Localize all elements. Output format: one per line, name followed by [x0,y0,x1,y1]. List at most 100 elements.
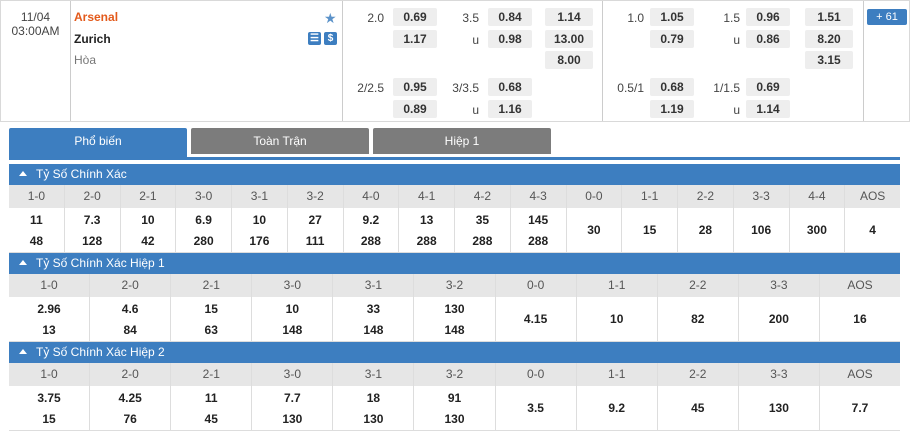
odds-cell[interactable]: 1.14 [545,8,593,26]
draw-odds[interactable]: 130 [768,401,789,415]
odds-cell[interactable]: 0.96 [746,8,790,26]
odds-cell[interactable]: 0.69 [746,78,790,96]
draw-odds[interactable]: 106 [751,223,772,237]
odds-cell[interactable]: 6.9 280 [176,208,231,252]
away-odds[interactable]: 148 [444,323,465,337]
odds-cell[interactable]: 10 [577,297,657,341]
odds-cell[interactable]: 3.5 [496,386,576,430]
odds-cell[interactable]: 9.2 [577,386,657,430]
odds-cell[interactable]: 10 148 [252,297,332,341]
tab-first-half[interactable]: Hiệp 1 [373,128,551,154]
away-odds[interactable]: 288 [416,234,437,248]
odds-cell[interactable]: 11 45 [171,386,251,430]
odds-cell[interactable]: 9.2 288 [344,208,399,252]
odds-cell[interactable]: 28 [678,208,733,252]
away-odds[interactable]: 15 [42,412,56,426]
odds-cell[interactable]: 7.3 128 [65,208,120,252]
home-odds[interactable]: 2.96 [37,302,61,316]
odds-cell[interactable]: 0.84 [488,8,532,26]
odds-cell[interactable]: 0.68 [488,78,532,96]
away-odds[interactable]: 84 [123,323,137,337]
section-header[interactable]: Tỷ Số Chính Xác [9,164,900,185]
away-odds[interactable]: 130 [282,412,303,426]
odds-cell[interactable]: 10 176 [232,208,287,252]
home-odds[interactable]: 10 [141,213,155,227]
odds-cell[interactable]: 13 288 [399,208,454,252]
odds-cell[interactable]: 1.17 [393,30,437,48]
odds-cell[interactable]: 4.6 84 [90,297,170,341]
odds-cell[interactable]: 3.15 [805,51,853,69]
draw-odds[interactable]: 4 [869,223,876,237]
odds-cell[interactable]: 8.00 [545,51,593,69]
away-team[interactable]: Zurich [74,32,111,46]
odds-cell[interactable]: 91 130 [414,386,494,430]
section-header[interactable]: Tỷ Số Chính Xác Hiệp 1 [9,253,900,274]
home-odds[interactable]: 27 [308,213,322,227]
home-odds[interactable]: 7.3 [83,213,101,227]
odds-cell[interactable]: 0.79 [650,30,694,48]
odds-cell[interactable]: 300 [790,208,845,252]
odds-cell[interactable]: 16 [820,297,900,341]
home-odds[interactable]: 18 [366,391,381,405]
home-odds[interactable]: 9.2 [362,213,380,227]
odds-cell[interactable]: 15 63 [171,297,251,341]
odds-cell[interactable]: 7.7 [820,386,900,430]
odds-cell[interactable]: 0.69 [393,8,437,26]
draw-odds[interactable]: 200 [768,312,789,326]
money-icon[interactable]: $ [324,32,337,45]
section-header[interactable]: Tỷ Số Chính Xác Hiệp 2 [9,342,900,363]
draw-odds[interactable]: 3.5 [527,401,544,415]
odds-cell[interactable]: 4 [845,208,900,252]
odds-cell[interactable]: 4.25 76 [90,386,170,430]
odds-cell[interactable]: 1.19 [650,100,694,118]
home-odds[interactable]: 35 [475,213,490,227]
away-odds[interactable]: 111 [305,234,325,248]
home-team[interactable]: Arsenal [74,10,119,24]
odds-cell[interactable]: 3.75 15 [9,386,89,430]
tab-full-time[interactable]: Toàn Trận [191,128,369,154]
home-odds[interactable]: 15 [204,302,218,316]
draw-odds[interactable]: 9.2 [608,401,626,415]
draw-odds[interactable]: 16 [853,312,867,326]
away-odds[interactable]: 45 [204,412,218,426]
odds-cell[interactable]: 1.05 [650,8,694,26]
odds-cell[interactable]: 18 130 [333,386,413,430]
odds-cell[interactable]: 0.89 [393,100,437,118]
away-odds[interactable]: 288 [472,234,493,248]
home-odds[interactable]: 33 [366,302,381,316]
odds-cell[interactable]: 145 288 [511,208,566,252]
odds-cell[interactable]: 0.86 [746,30,790,48]
draw-odds[interactable]: 28 [698,223,713,237]
odds-cell[interactable]: 11 48 [9,208,64,252]
odds-cell[interactable]: 1.14 [746,100,790,118]
home-odds[interactable]: 4.25 [118,391,142,405]
away-odds[interactable]: 128 [82,234,103,248]
home-odds[interactable]: 13 [419,213,434,227]
draw-odds[interactable]: 15 [642,223,657,237]
home-odds[interactable]: 130 [444,302,465,316]
home-odds[interactable]: 7.7 [283,391,301,405]
collapse-caret-icon[interactable] [19,349,27,354]
away-odds[interactable]: 63 [204,323,218,337]
home-odds[interactable]: 11 [204,391,218,405]
away-odds[interactable]: 288 [528,234,549,248]
odds-cell[interactable]: 82 [658,297,738,341]
odds-cell[interactable]: 7.7 130 [252,386,332,430]
odds-cell[interactable]: 4.15 [496,297,576,341]
collapse-caret-icon[interactable] [19,171,27,176]
away-odds[interactable]: 76 [123,412,137,426]
odds-cell[interactable]: 45 [658,386,738,430]
away-odds[interactable]: 280 [193,234,214,248]
odds-cell[interactable]: 0.98 [488,30,532,48]
draw-odds[interactable]: 10 [610,312,624,326]
odds-cell[interactable]: 8.20 [805,30,853,48]
odds-cell[interactable]: 1.16 [488,100,532,118]
away-odds[interactable]: 148 [282,323,303,337]
draw-odds[interactable]: 82 [691,312,705,326]
home-odds[interactable]: 11 [30,213,43,227]
away-odds[interactable]: 130 [444,412,465,426]
odds-cell[interactable]: 33 148 [333,297,413,341]
draw-odds[interactable]: 7.7 [851,401,869,415]
home-odds[interactable]: 10 [285,302,299,316]
draw-odds[interactable]: 30 [587,223,601,237]
